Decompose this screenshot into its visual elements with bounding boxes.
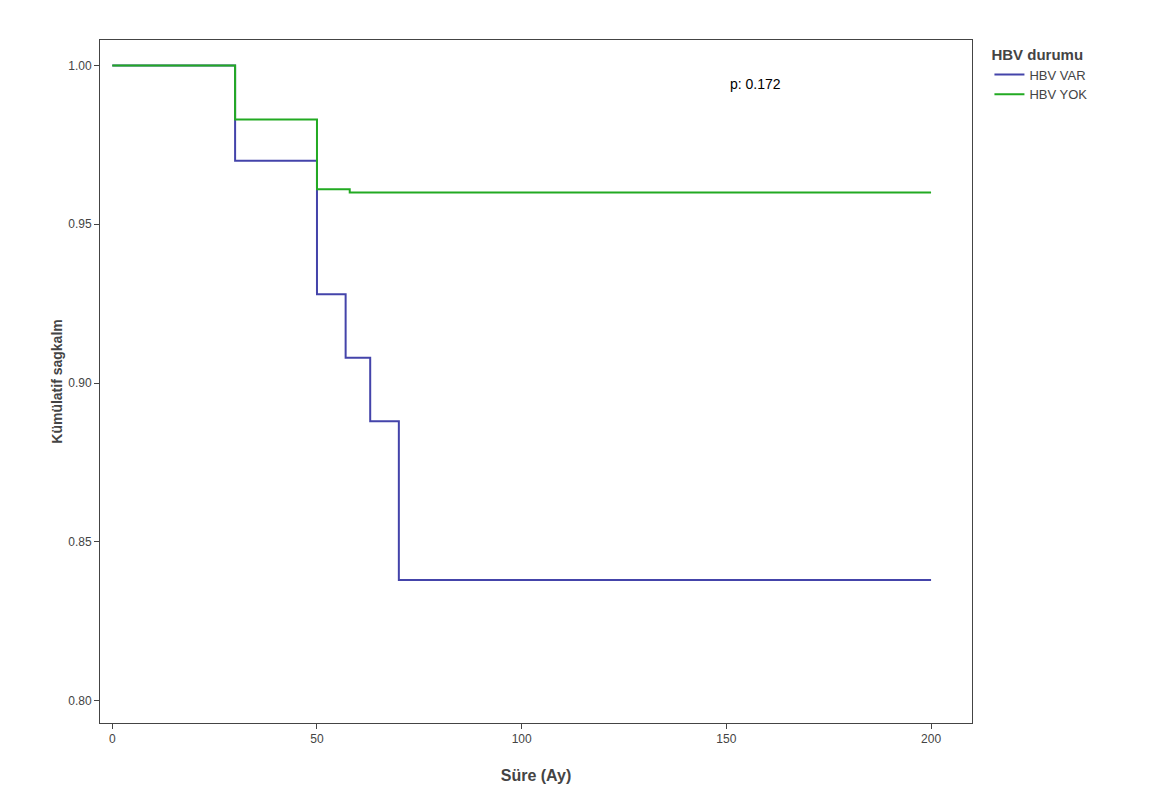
svg-text:150: 150 <box>716 732 736 746</box>
svg-text:0.90: 0.90 <box>68 376 92 390</box>
svg-text:HBV durumu: HBV durumu <box>991 46 1083 63</box>
svg-text:50: 50 <box>310 732 324 746</box>
svg-text:Kümülatif sagkalm: Kümülatif sagkalm <box>49 319 65 443</box>
svg-text:1.00: 1.00 <box>68 59 92 73</box>
svg-text:HBV YOK: HBV YOK <box>1029 87 1087 102</box>
svg-text:p: 0.172: p: 0.172 <box>730 76 781 92</box>
svg-text:Süre (Ay): Süre (Ay) <box>501 767 572 784</box>
svg-text:200: 200 <box>921 732 941 746</box>
svg-text:HBV VAR: HBV VAR <box>1029 68 1085 83</box>
svg-text:0.80: 0.80 <box>68 694 92 708</box>
svg-text:0: 0 <box>109 732 116 746</box>
svg-text:100: 100 <box>512 732 532 746</box>
svg-text:0.95: 0.95 <box>68 217 92 231</box>
svg-text:0.85: 0.85 <box>68 535 92 549</box>
